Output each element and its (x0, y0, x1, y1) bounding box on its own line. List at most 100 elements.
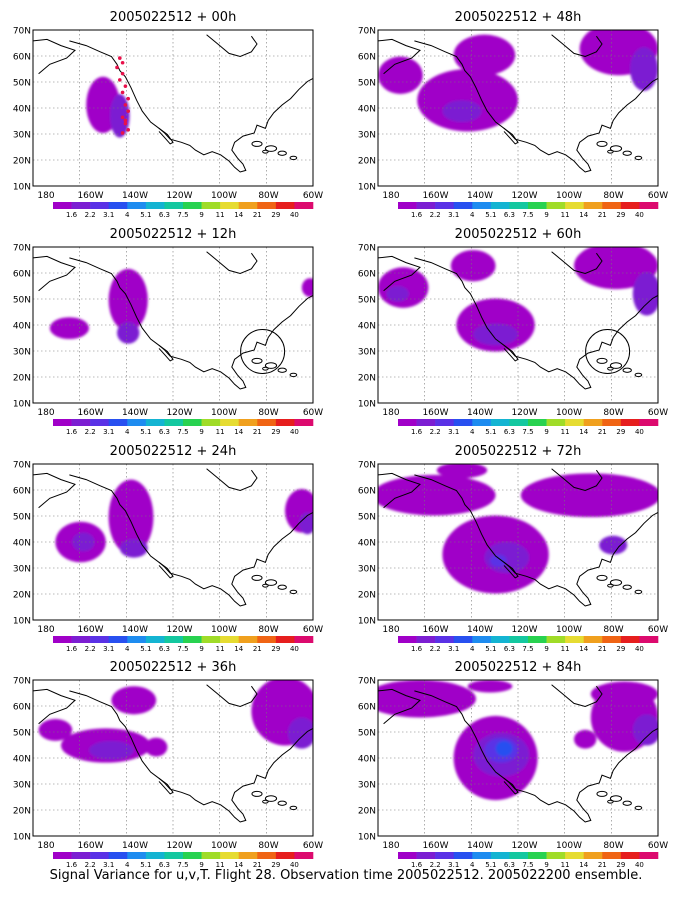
panel-title: 2005022512 + 12h (110, 227, 237, 242)
colorbar-swatch (294, 202, 314, 209)
coastline (378, 684, 658, 823)
colorbar-label: 40 (635, 428, 644, 436)
lon-tick-label: 160W (422, 625, 448, 635)
observation-point (126, 109, 130, 113)
observation-point (123, 103, 128, 107)
signal-contour (38, 719, 73, 741)
lon-tick-label: 180 (37, 408, 54, 418)
lon-tick-label: 60W (303, 408, 323, 418)
colorbar-label: 11 (561, 861, 570, 869)
colorbar-label: 9 (199, 861, 203, 869)
lat-tick-label: 10N (358, 183, 376, 193)
panel-title: 2005022512 + 72h (455, 444, 582, 459)
colorbar-swatch (435, 852, 455, 859)
lon-tick-label: 80W (258, 408, 278, 418)
lat-tick-label: 40N (358, 322, 376, 332)
lat-tick-label: 60N (13, 53, 31, 63)
signal-contour (630, 47, 658, 91)
lat-tick-label: 70N (13, 27, 31, 37)
observation-point (120, 71, 125, 76)
lat-tick-label: 30N (358, 781, 376, 791)
colorbar-swatch (108, 852, 128, 859)
colorbar-label: 5.1 (140, 861, 151, 869)
colorbar-swatch (145, 852, 165, 859)
colorbar-swatch (639, 636, 659, 643)
colorbar-label: 21 (598, 428, 607, 436)
colorbar-swatch (164, 419, 184, 426)
colorbar-swatch (583, 202, 603, 209)
lat-tick-label: 20N (13, 807, 31, 817)
signal-contour (495, 740, 513, 757)
colorbar-swatch (565, 852, 585, 859)
colorbar-swatch (528, 419, 547, 426)
signal-contour (299, 512, 313, 535)
colorbar-label: 6.3 (504, 861, 515, 869)
colorbar-swatch (453, 202, 473, 209)
colorbar-label: 40 (635, 861, 644, 869)
colorbar-swatch (164, 202, 184, 209)
panel-title: 2005022512 + 60h (455, 227, 582, 242)
lat-tick-label: 40N (13, 105, 31, 115)
lat-tick-label: 70N (358, 461, 376, 471)
lat-tick-label: 60N (358, 703, 376, 713)
colorbar-label: 5.1 (140, 428, 151, 436)
lat-tick-label: 20N (358, 807, 376, 817)
colorbar-label: 1.6 (411, 211, 423, 219)
colorbar-swatch (220, 202, 240, 209)
lat-tick-label: 70N (13, 677, 31, 687)
colorbar-label: 3.1 (448, 861, 459, 869)
colorbar-swatch (472, 636, 492, 643)
lon-tick-label: 160W (77, 625, 103, 635)
lat-tick-label: 30N (358, 131, 376, 141)
lat-tick-label: 40N (358, 755, 376, 765)
signal-contour (473, 323, 518, 346)
colorbar-swatch (108, 202, 128, 209)
colorbar-label: 6.3 (159, 428, 170, 436)
colorbar-label: 9 (199, 645, 203, 653)
colorbar-swatch (472, 202, 492, 209)
lat-tick-label: 40N (13, 322, 31, 332)
observation-point (120, 60, 125, 65)
lat-tick-label: 40N (13, 755, 31, 765)
colorbar-label: 1.6 (411, 645, 423, 653)
lat-tick-label: 30N (13, 781, 31, 791)
colorbar-swatch (620, 419, 640, 426)
lat-tick-label: 60N (13, 270, 31, 280)
colorbar-label: 14 (234, 861, 243, 869)
colorbar-label: 14 (234, 428, 243, 436)
signal-contour (599, 535, 628, 555)
colorbar-label: 2.2 (85, 645, 96, 653)
colorbar-label: 3.1 (448, 645, 459, 653)
colorbar-label: 4 (125, 428, 130, 436)
lon-tick-label: 80W (258, 841, 278, 851)
lon-tick-label: 160W (77, 841, 103, 851)
signal-contour (111, 686, 157, 715)
colorbar-swatch (257, 202, 277, 209)
colorbar-label: 14 (234, 645, 243, 653)
colorbar-swatch (639, 852, 659, 859)
signal-contour (301, 278, 313, 297)
colorbar-swatch (127, 419, 147, 426)
signal-contour (145, 737, 168, 757)
colorbar-label: 7.5 (522, 645, 533, 653)
signal-contour (287, 717, 313, 749)
lon-tick-label: 140W (467, 191, 493, 201)
colorbar-label: 14 (579, 428, 588, 436)
colorbar-label: 14 (579, 211, 588, 219)
colorbar-swatch (90, 852, 110, 859)
map-frame (32, 679, 314, 837)
colorbar-swatch (528, 852, 547, 859)
colorbar-swatch (490, 636, 510, 643)
lat-tick-label: 10N (358, 833, 376, 843)
lat-tick-label: 20N (13, 374, 31, 384)
signal-contour (378, 680, 476, 718)
colorbar-label: 1.6 (66, 428, 78, 436)
signal-contour (119, 538, 148, 558)
colorbar-swatch (398, 419, 417, 426)
colorbar-swatch (490, 419, 510, 426)
observation-point (126, 96, 130, 101)
lat-tick-label: 50N (13, 729, 31, 739)
lon-tick-label: 160W (422, 191, 448, 201)
map-frame (377, 246, 659, 404)
colorbar-swatch (220, 852, 240, 859)
